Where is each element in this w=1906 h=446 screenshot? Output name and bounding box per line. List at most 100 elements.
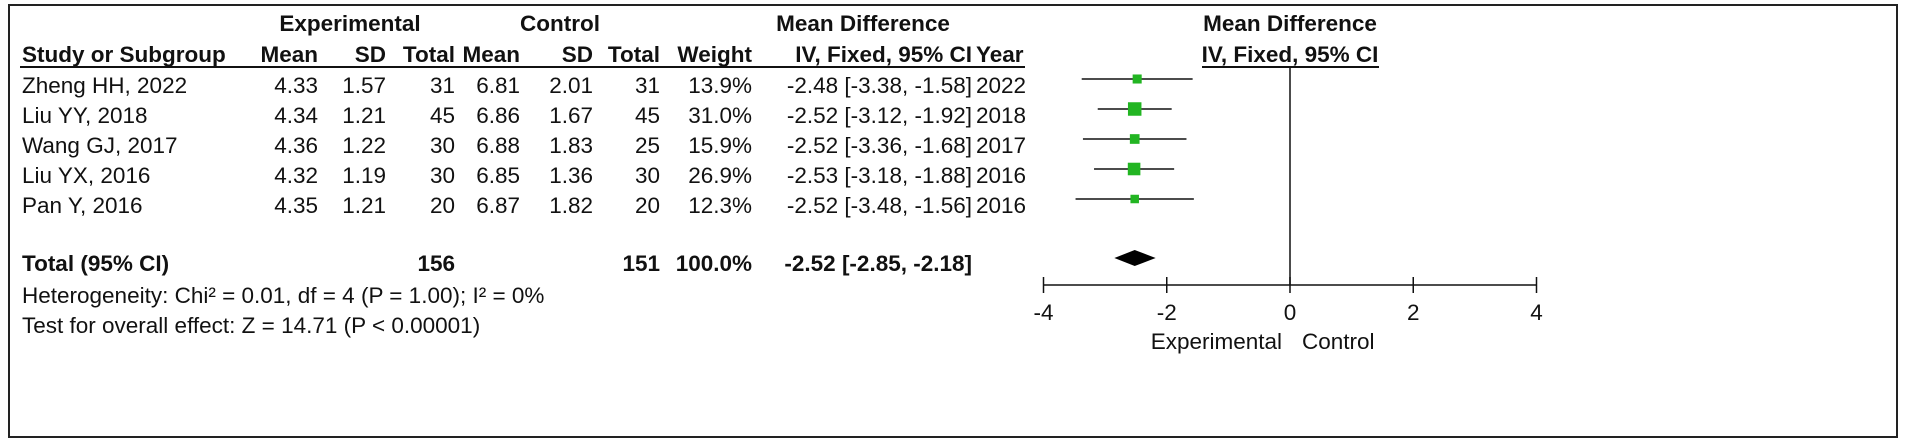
x-tick-label: 2 [1407, 300, 1420, 325]
total-row: Total (95% CI) 156 151 100.0% -2.52 [-2.… [0, 251, 1460, 277]
effect-square-study-4 [1127, 162, 1141, 176]
exp-total: 30 [429, 133, 455, 158]
study-weight: 26.9% [688, 163, 752, 188]
effect-square-study-1 [1132, 74, 1142, 84]
effect-square-study-2 [1127, 102, 1142, 116]
header-ctrl-mean: Mean [462, 42, 520, 67]
ctrl-total: 25 [634, 133, 660, 158]
study-weight: 31.0% [688, 103, 752, 128]
figure-border [8, 4, 1898, 438]
header-underline [20, 66, 1025, 68]
header-ctrl-total: Total [607, 42, 660, 67]
ctrl-total: 31 [634, 73, 660, 98]
exp-total: 20 [429, 193, 455, 218]
total-label: Total (95% CI) [22, 251, 170, 276]
total-mean-difference-ci: -2.52 [-2.85, -2.18] [784, 251, 972, 276]
exp-mean: 4.36 [274, 133, 318, 158]
study-name: Pan Y, 2016 [22, 193, 143, 218]
exp-total: 45 [429, 103, 455, 128]
header-iv-fixed-ci: IV, Fixed, 95% CI [795, 42, 972, 67]
ctrl-mean: 6.88 [476, 133, 520, 158]
header-row-columns: Study or Subgroup Mean SD Total Mean SD … [0, 42, 1460, 68]
ctrl-sd: 1.83 [549, 133, 593, 158]
header-mean-difference: Mean Difference [776, 11, 950, 36]
x-tick-label: 4 [1530, 300, 1543, 325]
heterogeneity-stats: Heterogeneity: Chi² = 0.01, df = 4 (P = … [22, 283, 545, 308]
study-name: Liu YX, 2016 [22, 163, 151, 188]
ctrl-total: 45 [634, 103, 660, 128]
exp-mean: 4.35 [274, 193, 318, 218]
ctrl-mean: 6.85 [476, 163, 520, 188]
mean-difference-ci: -2.52 [-3.12, -1.92] [786, 103, 972, 128]
header-exp-total: Total [402, 42, 455, 67]
total-ctrl-n: 151 [622, 251, 660, 276]
study-weight: 12.3% [688, 193, 752, 218]
ctrl-sd: 1.36 [549, 163, 593, 188]
effect-square-study-3 [1129, 134, 1140, 144]
ctrl-sd: 2.01 [549, 73, 593, 98]
header-exp-sd: SD [354, 42, 386, 67]
ctrl-mean: 6.86 [476, 103, 520, 128]
header-row-groups: Experimental Control Mean Difference Mea… [0, 11, 1460, 37]
exp-mean: 4.34 [274, 103, 318, 128]
exp-sd: 1.19 [342, 163, 386, 188]
study-row: Pan Y, 2016 4.35 1.21 20 6.87 1.82 20 12… [0, 193, 1460, 219]
overall-effect-test: Test for overall effect: Z = 14.71 (P < … [22, 313, 481, 338]
pooled-effect-diamond [1114, 250, 1156, 266]
ctrl-mean: 6.87 [476, 193, 520, 218]
study-year: 2017 [976, 133, 1027, 158]
mean-difference-ci: -2.48 [-3.38, -1.58] [786, 73, 972, 98]
exp-sd: 1.21 [342, 103, 386, 128]
study-row: Zheng HH, 2022 4.33 1.57 31 6.81 2.01 31… [0, 73, 1460, 99]
heterogeneity-row: Heterogeneity: Chi² = 0.01, df = 4 (P = … [0, 283, 1460, 309]
study-name: Zheng HH, 2022 [22, 73, 188, 98]
exp-sd: 1.57 [342, 73, 386, 98]
x-tick-label: 0 [1284, 300, 1297, 325]
study-year: 2018 [976, 103, 1027, 128]
header-group-experimental: Experimental [279, 11, 421, 36]
ctrl-sd: 1.67 [549, 103, 593, 128]
study-weight: 13.9% [688, 73, 752, 98]
study-row: Liu YX, 2016 4.32 1.19 30 6.85 1.36 30 2… [0, 163, 1460, 189]
exp-sd: 1.21 [342, 193, 386, 218]
favours-experimental-label: Experimental [1151, 329, 1282, 354]
header-study-or-subgroup: Study or Subgroup [22, 42, 226, 67]
study-year: 2016 [976, 163, 1027, 188]
x-tick-label: -2 [1157, 300, 1177, 325]
header-weight: Weight [677, 42, 752, 67]
ctrl-total: 20 [634, 193, 660, 218]
mean-difference-ci: -2.52 [-3.36, -1.68] [786, 133, 972, 158]
header-exp-mean: Mean [260, 42, 318, 67]
study-year: 2016 [976, 193, 1027, 218]
total-weight: 100.0% [675, 251, 752, 276]
favours-control-label: Control [1302, 329, 1375, 354]
plot-method: IV, Fixed, 95% CI [1201, 42, 1379, 67]
ctrl-mean: 6.81 [476, 73, 520, 98]
exp-mean: 4.33 [274, 73, 318, 98]
study-row: Wang GJ, 2017 4.36 1.22 30 6.88 1.83 25 … [0, 133, 1460, 159]
study-weight: 15.9% [688, 133, 752, 158]
exp-total: 30 [429, 163, 455, 188]
total-exp-n: 156 [417, 251, 455, 276]
exp-sd: 1.22 [342, 133, 386, 158]
x-tick-label: -4 [1033, 300, 1053, 325]
mean-difference-ci: -2.53 [-3.18, -1.88] [786, 163, 972, 188]
study-name: Liu YY, 2018 [22, 103, 148, 128]
study-year: 2022 [976, 73, 1027, 98]
header-group-control: Control [520, 11, 600, 36]
mean-difference-ci: -2.52 [-3.48, -1.56] [786, 193, 972, 218]
plot-header-underline [1202, 66, 1379, 68]
ctrl-sd: 1.82 [549, 193, 593, 218]
overall-effect-row: Test for overall effect: Z = 14.71 (P < … [0, 313, 1460, 339]
exp-total: 31 [429, 73, 455, 98]
header-year: Year [976, 42, 1024, 67]
study-row: Liu YY, 2018 4.34 1.21 45 6.86 1.67 45 3… [0, 103, 1460, 129]
exp-mean: 4.32 [274, 163, 318, 188]
header-ctrl-sd: SD [561, 42, 593, 67]
ctrl-total: 30 [634, 163, 660, 188]
plot-title: Mean Difference [1203, 11, 1377, 36]
study-name: Wang GJ, 2017 [22, 133, 178, 158]
effect-square-study-5 [1130, 194, 1139, 204]
